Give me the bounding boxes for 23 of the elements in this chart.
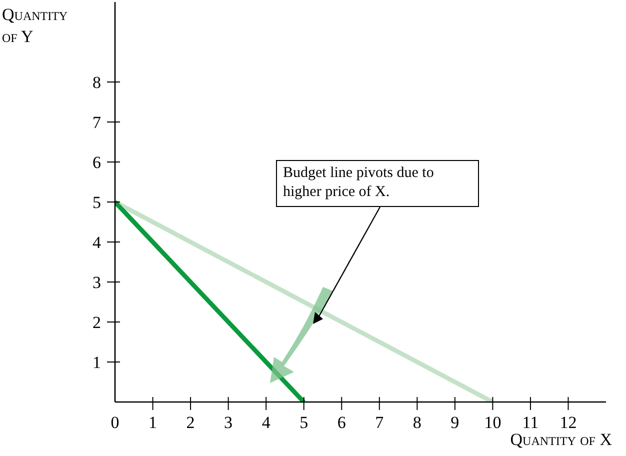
y-tick-label: 4	[92, 233, 102, 252]
x-tick-label: 9	[450, 413, 460, 432]
x-tick-label: 10	[484, 413, 502, 432]
x-tick-label: 7	[375, 413, 384, 432]
x-tick-label: 11	[522, 413, 539, 432]
y-tick-label: 3	[92, 273, 101, 292]
x-tick-label: 1	[148, 413, 158, 432]
y-tick-label: 5	[92, 193, 101, 212]
x-tick-label: 3	[224, 413, 233, 432]
x-tick-label: 4	[262, 413, 271, 432]
x-tick-label: 2	[186, 413, 195, 432]
x-tick-label: 5	[300, 413, 308, 432]
y-axis-title: Quantity of Y	[2, 4, 69, 48]
x-tick-label: 6	[337, 413, 346, 432]
x-tick-label: 0	[110, 413, 120, 432]
y-tick-label: 6	[92, 153, 101, 172]
x-axis-title: Quantity of X	[510, 430, 612, 450]
y-tick-label: 7	[92, 113, 102, 132]
x-tick-label: 8	[412, 413, 422, 432]
y-tick-label: 8	[92, 73, 101, 92]
y-tick-label: 1	[92, 353, 101, 372]
x-tick-label: 12	[560, 413, 577, 432]
y-tick-label: 2	[92, 313, 101, 332]
